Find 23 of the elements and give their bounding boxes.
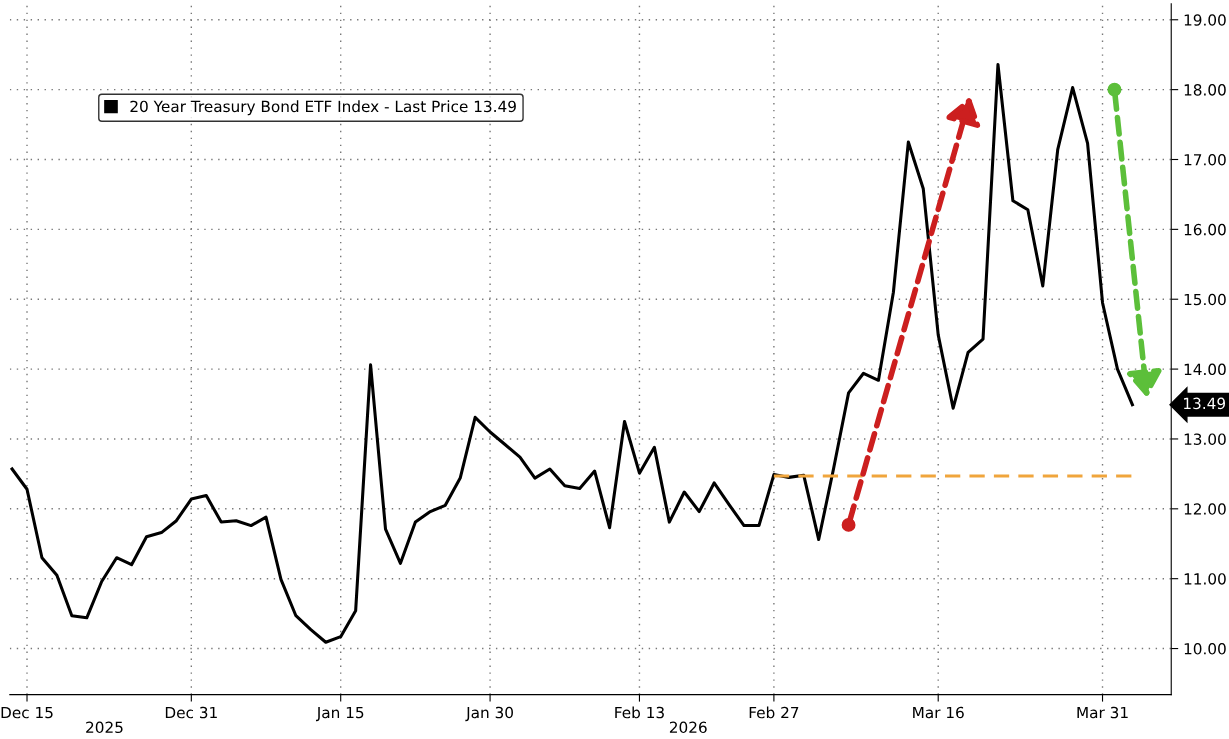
y-tick-label: 10.00 xyxy=(1184,643,1226,655)
y-tick-label: 11.00 xyxy=(1184,573,1226,585)
y-tick-label: 13.00 xyxy=(1184,433,1226,445)
text: 13.49 xyxy=(1184,397,1226,410)
text: 2026 xyxy=(669,721,707,734)
y-tick-label: 17.00 xyxy=(1184,153,1226,166)
x-tick-label: Jan 30 xyxy=(465,706,513,722)
x-tick-label: Mar 16 xyxy=(913,706,964,719)
text: 2025 xyxy=(86,721,123,734)
y-tick-label: 18.00 xyxy=(1184,84,1226,96)
y-tick-label: 19.00 xyxy=(1184,14,1226,26)
line-series xyxy=(10,62,1134,644)
y-tick-label: 12.00 xyxy=(1184,503,1226,515)
y-tick-label: 16.00 xyxy=(1184,223,1226,236)
legend-label: 20 Year Treasury Bond ETF Index - Last Price 13.49 xyxy=(130,100,516,116)
y-tick-label: 14.00 xyxy=(1184,363,1226,376)
x-tick-label: Dec 15 xyxy=(1,706,53,719)
x-tick-label: Feb 13 xyxy=(615,706,664,719)
x-tick-label: Dec 31 xyxy=(165,706,217,719)
x-tick-label: Jan 15 xyxy=(315,706,364,722)
y-tick-label: 15.00 xyxy=(1184,293,1226,306)
x-tick-label: Mar 31 xyxy=(1077,706,1128,719)
x-tick-label: Feb 27 xyxy=(749,706,799,719)
